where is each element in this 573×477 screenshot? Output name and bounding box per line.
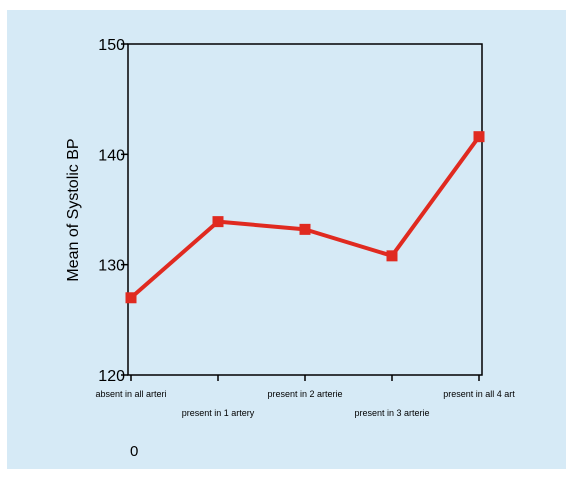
footnote-text: 0 — [130, 443, 138, 460]
x-tick-label: present in 1 artery — [182, 408, 255, 418]
line-chart: 120 130 140 150 absent in all arteri present… — [65, 37, 515, 460]
data-point-marker — [299, 223, 311, 235]
chart-panel: 120 130 140 150 absent in all arteri present… — [7, 10, 566, 469]
data-point-marker — [125, 292, 137, 304]
data-point-marker — [473, 131, 485, 143]
series-group — [125, 131, 485, 304]
y-tick-label: 140 — [98, 147, 125, 164]
x-tick-label: absent in all arteri — [95, 389, 166, 399]
y-tick-label: 120 — [98, 368, 125, 385]
data-point-marker — [386, 250, 398, 262]
y-axis: 120 130 140 150 — [98, 37, 128, 385]
y-tick-label: 130 — [98, 258, 125, 275]
data-point-marker — [212, 216, 224, 228]
x-tick-label: present in all 4 art — [443, 389, 515, 399]
x-axis: absent in all arteri present in 1 artery p… — [95, 375, 515, 418]
x-tick-label: present in 3 arterie — [354, 408, 429, 418]
plot-area-frame — [127, 43, 483, 376]
y-tick-label: 150 — [98, 37, 125, 54]
y-axis-title: Mean of Systolic BP — [65, 138, 82, 281]
x-tick-label: present in 2 arterie — [267, 389, 342, 399]
series-line — [129, 135, 481, 300]
